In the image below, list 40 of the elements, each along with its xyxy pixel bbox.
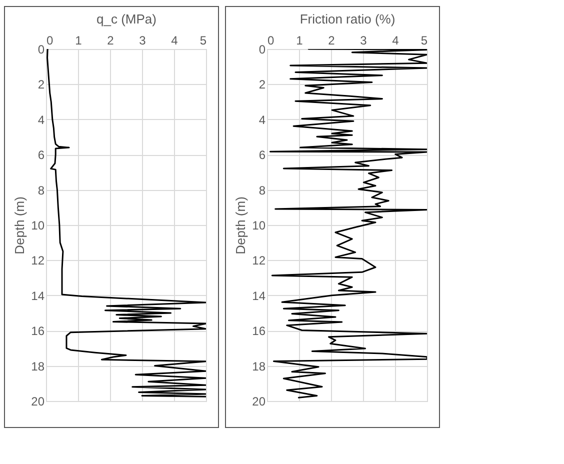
- x-tick-label: 3: [139, 34, 146, 48]
- y-tick-label: 14: [31, 288, 45, 303]
- y-tick-label: 10: [31, 218, 45, 232]
- y-tick-label: 18: [252, 359, 266, 374]
- y-tick-label: 6: [38, 148, 45, 162]
- x-tick-label: 3: [360, 34, 368, 48]
- x-tick-label: 5: [420, 34, 428, 48]
- y-tick-label: 0: [258, 42, 266, 56]
- y-tick-label: 0: [38, 42, 45, 56]
- y-tick-label: 10: [252, 218, 266, 232]
- y-tick-label: 20: [31, 394, 45, 408]
- y-tick-label: 4: [258, 112, 266, 127]
- y-tick-label: 12: [252, 254, 266, 268]
- x-tick-label: 1: [296, 34, 304, 48]
- line-series: [269, 49, 427, 398]
- x-tick-label: 5: [200, 34, 207, 48]
- y-axis-title: Depth (m): [233, 196, 248, 254]
- x-tick-label: 0: [46, 34, 54, 48]
- x-tick-label: 0: [268, 34, 274, 48]
- x-axis-title: Friction ratio (%): [300, 12, 396, 26]
- y-tick-label: 16: [31, 324, 45, 338]
- x-tick-label: 2: [107, 34, 114, 48]
- line-series: [46, 49, 206, 398]
- y-tick-label: 20: [252, 394, 266, 408]
- y-axis-title: Depth (m): [12, 196, 28, 254]
- y-tick-label: 8: [258, 183, 266, 198]
- x-tick-label: 2: [328, 34, 336, 48]
- y-tick-label: 2: [38, 78, 45, 92]
- x-axis-title: q_c (MPa): [96, 12, 156, 26]
- x-tick-label: 4: [392, 34, 400, 48]
- y-tick-label: 16: [252, 324, 266, 338]
- y-tick-label: 2: [258, 78, 266, 92]
- y-tick-label: 14: [252, 288, 266, 303]
- y-tick-label: 4: [38, 112, 45, 127]
- y-tick-label: 18: [31, 359, 45, 374]
- x-tick-label: 1: [75, 34, 82, 48]
- y-tick-label: 12: [31, 254, 45, 268]
- y-tick-label: 6: [258, 148, 266, 162]
- x-tick-label: 4: [171, 34, 178, 48]
- y-tick-label: 8: [38, 183, 45, 198]
